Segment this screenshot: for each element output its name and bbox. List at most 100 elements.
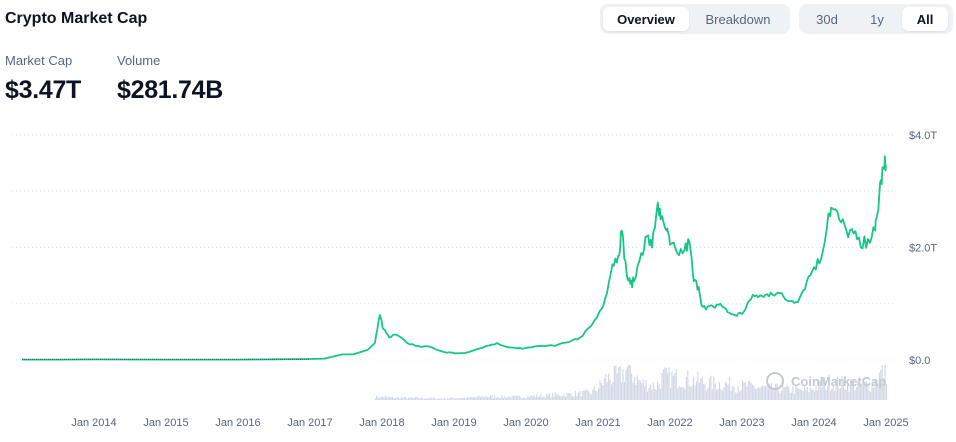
y-tick-label: $0.0	[909, 355, 930, 367]
volume-bar	[443, 397, 446, 400]
volume-bar	[560, 396, 562, 400]
volume-bar	[649, 384, 651, 400]
volume-bar	[681, 387, 683, 400]
volume-bar	[621, 382, 623, 400]
volume-bar	[659, 388, 662, 400]
volume-bar	[492, 397, 494, 400]
volume-bar	[837, 376, 839, 400]
x-tick-label: Jan 2015	[143, 417, 188, 429]
volume-bar	[645, 380, 647, 400]
range-30d-button[interactable]: 30d	[816, 11, 838, 27]
volume-bar	[497, 396, 499, 400]
volume-bar	[759, 387, 761, 400]
volume-bar	[514, 395, 516, 400]
volume-bar	[458, 398, 460, 400]
volume-bar	[793, 393, 795, 400]
volume-bar	[618, 367, 620, 400]
volume-bar	[747, 381, 749, 400]
volume-bar	[854, 390, 856, 400]
volume-bar	[826, 386, 829, 400]
volume-bar	[839, 388, 842, 400]
market-cap-label: Market Cap	[5, 53, 73, 68]
volume-bar	[495, 398, 497, 400]
volume-bar	[623, 381, 626, 400]
x-tick-label: Jan 2023	[719, 417, 764, 429]
volume-bar	[772, 389, 774, 400]
volume-bar	[778, 390, 780, 400]
volume-bar	[707, 387, 709, 400]
volume-bar	[428, 398, 430, 400]
tab-breakdown[interactable]: Breakdown	[705, 11, 771, 27]
volume-bar	[415, 397, 417, 400]
x-tick-label: Jan 2019	[431, 417, 476, 429]
volume-bar	[672, 375, 674, 400]
volume-bar	[515, 395, 518, 400]
volume-bar	[590, 394, 592, 400]
volume-bar	[766, 385, 768, 400]
x-tick-label: Jan 2020	[503, 417, 548, 429]
volume-bar	[576, 396, 578, 400]
volume-bar	[844, 388, 846, 400]
volume-bar	[465, 398, 467, 400]
volume-bar	[606, 382, 608, 400]
volume-bar	[407, 397, 410, 400]
volume-bar	[835, 379, 837, 400]
volume-bar	[860, 384, 862, 400]
volume-bar	[471, 397, 473, 400]
range-all-button[interactable]: All	[902, 7, 948, 31]
volume-bar	[646, 391, 649, 400]
volume-bar	[626, 366, 628, 400]
volume-bar	[592, 389, 594, 400]
volume-bar	[848, 391, 850, 400]
volume-bar	[773, 388, 775, 400]
volume-bar	[481, 396, 483, 400]
volume-bar	[377, 397, 379, 400]
volume-bar	[642, 379, 644, 400]
volume-bar	[579, 390, 581, 400]
volume-bar	[488, 396, 490, 400]
tab-overview[interactable]: Overview	[603, 7, 689, 31]
range-toggle: 30d 1y All	[799, 4, 953, 34]
volume-bar	[468, 397, 470, 400]
volume-bar	[648, 387, 650, 400]
volume-bar	[754, 389, 757, 400]
volume-bar	[873, 387, 875, 400]
volume-bar	[494, 395, 496, 400]
volume-bar	[632, 382, 634, 400]
volume-bar	[708, 378, 710, 400]
volume-bar	[426, 398, 428, 400]
volume-bar	[631, 373, 633, 400]
volume-bar	[603, 378, 605, 400]
volume-bar	[386, 396, 388, 400]
volume-bar	[808, 392, 810, 400]
volume-bar	[852, 380, 854, 400]
volume-bar	[886, 383, 888, 400]
volume-bar	[688, 385, 690, 400]
volume-bar	[832, 384, 834, 400]
volume-bar	[756, 388, 758, 400]
volume-bar	[842, 380, 844, 400]
volume-bar	[740, 389, 742, 400]
range-1y-button[interactable]: 1y	[870, 11, 884, 27]
volume-bar	[760, 386, 762, 400]
volume-bar	[449, 397, 451, 400]
volume-bar	[523, 397, 525, 400]
volume-bar	[677, 388, 679, 400]
volume-bar	[737, 386, 739, 400]
volume-bar	[425, 398, 427, 400]
volume-bar	[628, 365, 630, 400]
volume-bar	[884, 365, 886, 400]
volume-bar	[615, 365, 617, 400]
volume-bar	[562, 396, 564, 400]
volume-bar	[400, 397, 402, 400]
volume-bar	[655, 389, 657, 400]
volume-bar	[530, 395, 532, 400]
volume-bar	[790, 392, 793, 400]
y-tick-label: $4.0T	[909, 130, 937, 142]
volume-bar	[487, 396, 489, 400]
volume-bar	[527, 395, 529, 400]
volume-bar	[598, 388, 600, 400]
volume-bar	[767, 383, 770, 400]
volume-bar	[662, 369, 664, 400]
